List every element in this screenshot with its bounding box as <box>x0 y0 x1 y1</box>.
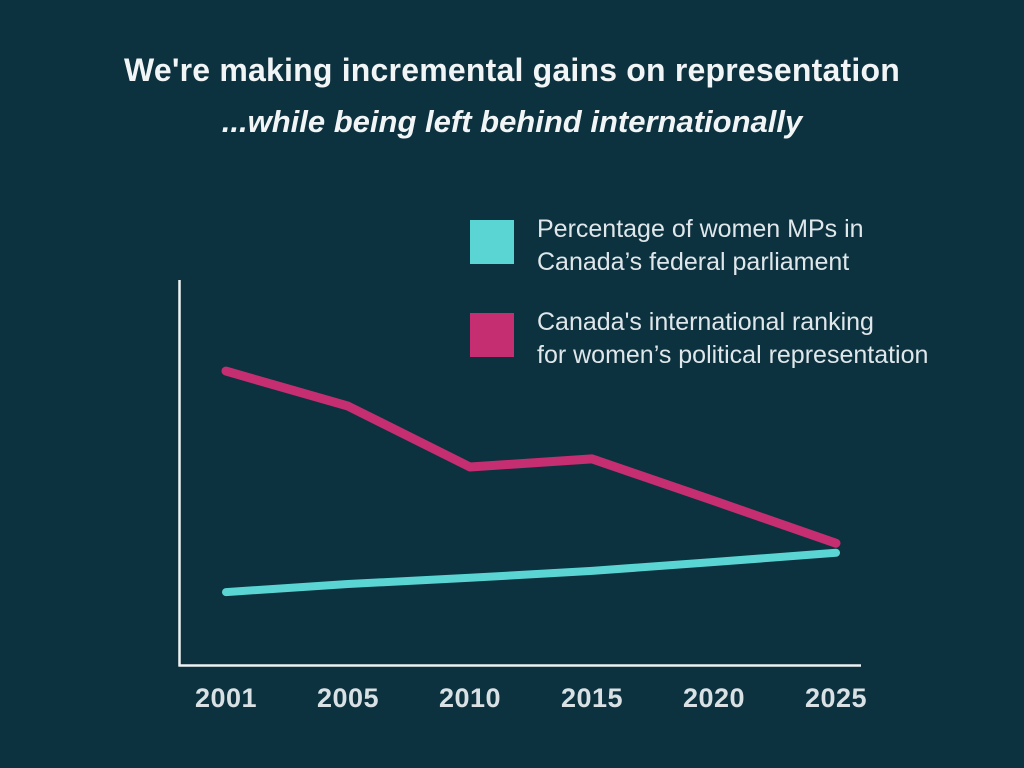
legend-label-line: Canada’s federal parliament <box>537 248 850 276</box>
series-lines <box>221 366 841 597</box>
x-tick-label: 2020 <box>683 683 745 713</box>
legend-item-women-mps: Percentage of women MPs in Canada’s fede… <box>470 213 864 279</box>
x-tick-label: 2025 <box>805 683 867 713</box>
x-tick-label: 2005 <box>317 683 379 713</box>
legend-swatch-teal <box>470 220 514 264</box>
legend-label-line: for women’s political representation <box>537 341 929 369</box>
title-line-2: ...while being left behind international… <box>221 104 803 139</box>
series-line-1 <box>221 366 841 548</box>
legend-swatch-pink <box>470 313 514 357</box>
chart-title: We're making incremental gains on repres… <box>0 50 1024 142</box>
series-line-0 <box>222 548 840 597</box>
x-tick-label: 2015 <box>561 683 623 713</box>
legend-label-line: Percentage of women MPs in <box>537 215 864 243</box>
x-tick-label: 2010 <box>439 683 501 713</box>
axes <box>178 280 861 667</box>
legend-label-international-ranking: Canada's international ranking for women… <box>537 306 928 372</box>
legend-label-line: Canada's international ranking <box>537 308 874 336</box>
x-tick-label: 2001 <box>195 683 257 713</box>
title-line-1: We're making incremental gains on repres… <box>124 52 900 88</box>
legend-item-international-ranking: Canada's international ranking for women… <box>470 306 928 372</box>
legend-label-women-mps: Percentage of women MPs in Canada’s fede… <box>537 213 864 279</box>
x-tick-labels: 2001 2005 2010 2015 2020 2025 <box>195 683 867 713</box>
